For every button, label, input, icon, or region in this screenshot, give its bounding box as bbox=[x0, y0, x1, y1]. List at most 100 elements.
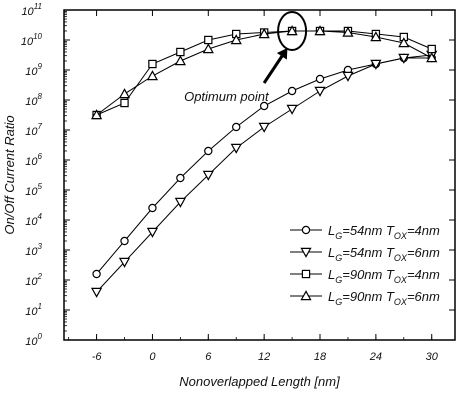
y-axis-title: On/Off Current Ratio bbox=[2, 115, 17, 234]
data-point bbox=[398, 37, 410, 48]
data-point bbox=[427, 44, 436, 54]
series-triangle-down bbox=[90, 50, 438, 298]
data-point bbox=[370, 31, 382, 42]
y-tick-base: 10 bbox=[25, 336, 38, 348]
data-point bbox=[259, 101, 269, 111]
y-tick-label: 1010 bbox=[21, 32, 43, 48]
x-tick-label: 18 bbox=[314, 351, 327, 363]
y-tick-exp: 1 bbox=[38, 302, 42, 311]
legend-end: =4nm bbox=[407, 223, 440, 238]
data-point bbox=[176, 173, 185, 183]
y-tick-base: 10 bbox=[25, 246, 38, 258]
legend-item: LG=54nm TOX=6nm bbox=[290, 245, 440, 263]
data-point bbox=[146, 227, 159, 238]
y-tick-base: 10 bbox=[21, 6, 34, 18]
y-tick-label: 101 bbox=[25, 302, 42, 318]
y-tick-label: 108 bbox=[25, 92, 42, 108]
legend-l: L bbox=[328, 267, 335, 282]
legend-item: LG=90nm TOX=6nm bbox=[290, 289, 440, 307]
y-tick-label: 104 bbox=[25, 212, 42, 228]
y-tick-exp: 7 bbox=[38, 122, 43, 131]
legend-l: L bbox=[328, 289, 335, 304]
legend-item: LG=90nm TOX=4nm bbox=[290, 267, 440, 285]
plot-frame bbox=[63, 9, 456, 341]
data-point bbox=[90, 109, 103, 120]
y-tick-base: 10 bbox=[25, 126, 38, 138]
x-axis-title: Nonoverlapped Length [nm] bbox=[179, 374, 340, 389]
data-point bbox=[258, 28, 270, 39]
y-tick-label: 109 bbox=[25, 62, 42, 78]
y-tick-base: 10 bbox=[21, 36, 34, 48]
legend-mid: =90nm T bbox=[342, 289, 395, 304]
legend-sub-g: G bbox=[335, 275, 342, 285]
data-point bbox=[232, 122, 241, 132]
series-layer bbox=[90, 25, 438, 298]
optimum-arrow bbox=[262, 52, 286, 84]
legend-label: LG=54nm TOX=6nm bbox=[328, 245, 440, 263]
legend-l: L bbox=[328, 245, 335, 260]
y-tick-base: 10 bbox=[25, 306, 38, 318]
data-point bbox=[148, 59, 157, 69]
y-tick-exp: 4 bbox=[38, 212, 43, 221]
data-point bbox=[314, 86, 326, 97]
legend-end: =6nm bbox=[407, 289, 440, 304]
data-point bbox=[174, 197, 186, 208]
data-point bbox=[118, 88, 131, 99]
x-tick-label: 12 bbox=[258, 351, 270, 363]
series-triangle-up bbox=[90, 25, 438, 120]
optimum-annotation: Optimum point bbox=[184, 11, 308, 104]
y-tick-base: 10 bbox=[25, 276, 38, 288]
optimum-arrow-head bbox=[276, 48, 288, 60]
x-tick-label: 6 bbox=[205, 351, 212, 363]
y-tick-base: 10 bbox=[25, 66, 38, 78]
legend-sub-ox: OX bbox=[394, 253, 408, 263]
data-point bbox=[92, 269, 101, 279]
plot-border bbox=[63, 9, 456, 341]
data-point bbox=[148, 203, 157, 213]
y-tick-label: 106 bbox=[25, 152, 42, 168]
legend-sub-ox: OX bbox=[394, 231, 408, 241]
legend-sub-g: G bbox=[335, 231, 342, 241]
legend-mid: =54nm T bbox=[342, 245, 395, 260]
legend-end: =4nm bbox=[407, 267, 440, 282]
y-tick-base: 10 bbox=[25, 96, 38, 108]
data-point bbox=[342, 26, 354, 37]
legend-sub-ox: OX bbox=[394, 275, 408, 285]
y-tick-label: 105 bbox=[25, 182, 42, 198]
data-point bbox=[230, 34, 242, 45]
y-tick-exp: 2 bbox=[37, 272, 43, 281]
data-point bbox=[202, 43, 214, 54]
legend-sub-g: G bbox=[335, 297, 342, 307]
data-point bbox=[398, 53, 410, 64]
data-point bbox=[202, 170, 214, 181]
data-point bbox=[204, 35, 213, 45]
y-tick-exp: 5 bbox=[38, 182, 43, 191]
legend-l: L bbox=[328, 223, 335, 238]
data-point bbox=[230, 143, 242, 154]
y-tick-label: 102 bbox=[25, 272, 42, 288]
legend-label: LG=90nm TOX=6nm bbox=[328, 289, 440, 307]
data-point bbox=[120, 98, 129, 108]
legend-mid: =54nm T bbox=[342, 223, 395, 238]
y-tick-label: 103 bbox=[25, 242, 42, 258]
y-tick-exp: 0 bbox=[38, 332, 43, 341]
data-point bbox=[258, 122, 270, 133]
y-tick-exp: 11 bbox=[34, 2, 42, 11]
data-point bbox=[120, 236, 129, 246]
x-tick-label: -6 bbox=[92, 351, 103, 363]
y-tick-label: 100 bbox=[25, 332, 42, 348]
data-point bbox=[426, 52, 438, 63]
data-point bbox=[315, 74, 325, 84]
legend-item: LG=54nm TOX=4nm bbox=[290, 223, 440, 241]
y-tick-base: 10 bbox=[25, 186, 38, 198]
x-tick-label: 30 bbox=[426, 351, 439, 363]
legend-sub-g: G bbox=[335, 253, 342, 263]
data-point bbox=[146, 70, 159, 81]
data-point bbox=[287, 86, 297, 96]
data-point bbox=[314, 25, 326, 36]
legend-marker bbox=[301, 269, 311, 279]
y-tick-exp: 8 bbox=[38, 92, 43, 101]
data-point bbox=[174, 55, 186, 66]
